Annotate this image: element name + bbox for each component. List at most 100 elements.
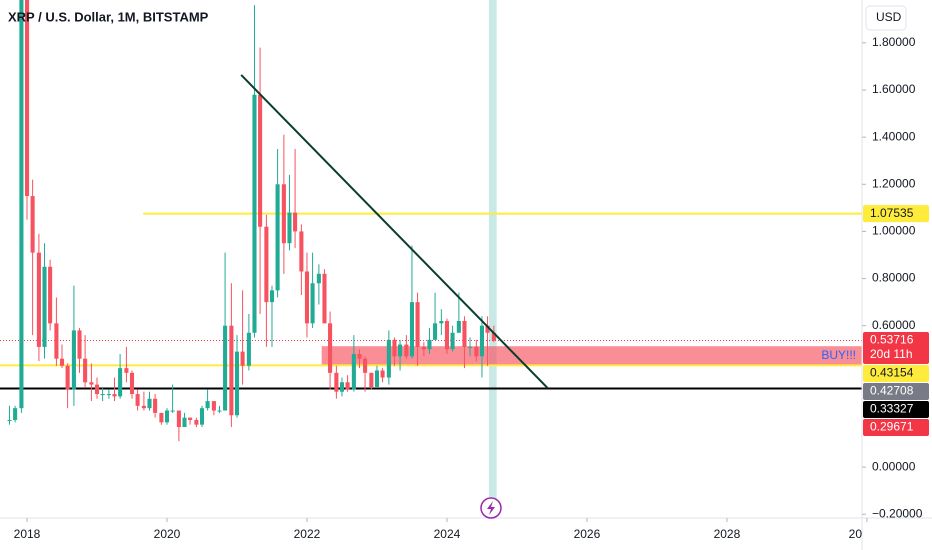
candle-body xyxy=(124,368,129,373)
candle-body xyxy=(246,332,251,366)
candle-body xyxy=(269,290,275,303)
y-tick-label: 0.60000 xyxy=(872,318,916,332)
candle-body xyxy=(106,394,111,396)
candle-body xyxy=(404,344,409,357)
candle-body xyxy=(491,332,496,341)
candle-body xyxy=(304,271,310,324)
candle-body xyxy=(83,358,88,383)
candle-body xyxy=(474,346,479,357)
candle-body xyxy=(316,273,321,284)
candle-body xyxy=(147,398,152,409)
candle-body xyxy=(77,330,82,359)
candle-body xyxy=(164,410,170,423)
candle-body xyxy=(421,346,426,350)
candle-body xyxy=(205,401,210,409)
candle-body xyxy=(369,372,374,387)
candle-body xyxy=(30,196,35,253)
lightning xyxy=(487,501,495,515)
x-tick-label: 20 xyxy=(849,527,863,541)
y-tick-label: 0.00000 xyxy=(872,459,916,473)
plot-area: BUY!!! xyxy=(0,0,862,518)
candle-body xyxy=(345,382,350,390)
price-label-text: 0.42708 xyxy=(870,384,914,398)
candle-body xyxy=(380,370,385,378)
candle-body xyxy=(299,231,304,272)
candle-body xyxy=(398,344,403,357)
candle-body xyxy=(386,339,391,378)
candle-body xyxy=(24,0,30,197)
candle-body xyxy=(65,365,70,390)
zone-label: BUY!!! xyxy=(821,348,856,362)
candle-body xyxy=(439,320,444,324)
price-label-text: 0.29671 xyxy=(870,420,914,434)
candle-body xyxy=(141,405,146,409)
y-tick-label: 1.60000 xyxy=(872,82,916,96)
candle-body xyxy=(118,368,123,397)
candle-body xyxy=(223,325,228,411)
y-tick-label: 0.80000 xyxy=(872,271,916,285)
candle-body xyxy=(170,410,175,412)
x-tick-label: 2020 xyxy=(154,527,181,541)
price-label xyxy=(863,419,929,437)
y-tick-label: 1.20000 xyxy=(872,176,916,190)
candle-body xyxy=(252,94,257,333)
candle-body xyxy=(89,382,94,385)
highlight-band xyxy=(488,0,497,518)
x-tick-label: 2028 xyxy=(714,527,741,541)
candle-body xyxy=(159,412,164,423)
candle-body xyxy=(293,212,298,232)
candle-body xyxy=(281,184,286,244)
candle-body xyxy=(94,384,100,395)
countdown: 20d 11h xyxy=(870,347,913,361)
candle-body xyxy=(7,419,12,421)
price-label xyxy=(863,332,929,365)
candle-body xyxy=(450,332,455,350)
price-label-text: 0.33327 xyxy=(870,402,914,416)
candle-body xyxy=(100,394,105,396)
candle-body xyxy=(264,226,269,303)
candle-body xyxy=(176,410,181,428)
candle-body xyxy=(71,330,76,390)
candle-body xyxy=(188,417,193,420)
candle-body xyxy=(456,320,461,333)
chart-title: XRP / U.S. Dollar, 1M, BITSTAMP xyxy=(8,9,209,24)
candle-body xyxy=(444,320,449,350)
candle-body xyxy=(36,252,41,347)
candle-body xyxy=(427,339,432,350)
y-tick-label: 1.80000 xyxy=(872,35,916,49)
candle-body xyxy=(334,372,339,392)
candle-body xyxy=(415,302,420,347)
candle-body xyxy=(339,382,345,392)
candle-body xyxy=(363,358,368,373)
candle-body xyxy=(240,351,245,366)
y-tick-label: −0.20000 xyxy=(872,506,923,520)
candle-body xyxy=(468,346,473,348)
price-label-text: 0.43154 xyxy=(870,366,914,380)
y-tick-label: 1.00000 xyxy=(872,224,916,238)
candle-body xyxy=(287,212,292,244)
candle-body xyxy=(258,94,263,227)
candle-body xyxy=(194,419,199,425)
candle-body xyxy=(462,320,467,347)
candle-body xyxy=(153,398,158,413)
currency-button[interactable] xyxy=(865,5,907,31)
candle-body xyxy=(409,302,415,357)
x-tick-label: 2024 xyxy=(434,527,461,541)
candle-body xyxy=(229,325,234,416)
candle-body xyxy=(275,184,280,291)
x-tick-label: 2026 xyxy=(574,527,601,541)
candle-body xyxy=(182,417,187,428)
currency[interactable]: USD xyxy=(876,10,902,24)
candle-body xyxy=(328,323,333,373)
candle-body xyxy=(199,408,205,425)
candle-body xyxy=(392,339,397,357)
candle-body xyxy=(13,408,18,420)
candle-body xyxy=(42,266,47,347)
candle-body xyxy=(479,325,484,357)
y-tick-label: 1.40000 xyxy=(872,129,916,143)
price-label xyxy=(863,383,929,401)
candle-body xyxy=(135,394,140,406)
candle-body xyxy=(357,353,362,359)
